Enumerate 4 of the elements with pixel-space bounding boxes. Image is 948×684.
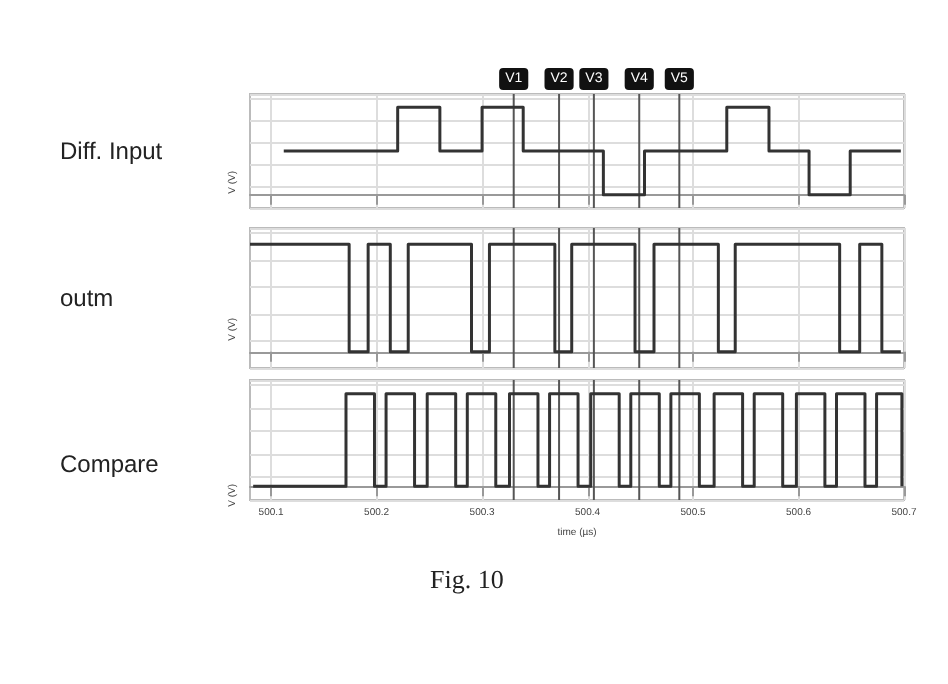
text: outm	[60, 284, 114, 312]
text: Compare	[60, 450, 160, 478]
caption: Fig. 10	[430, 564, 504, 594]
text: Diff. Input	[60, 137, 164, 165]
